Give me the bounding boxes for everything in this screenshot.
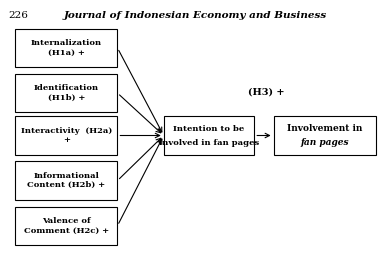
Text: 226: 226: [9, 11, 29, 20]
FancyBboxPatch shape: [15, 162, 117, 200]
FancyBboxPatch shape: [15, 29, 117, 67]
Text: Intention to be: Intention to be: [173, 125, 245, 133]
Text: Internalization
(H1a) +: Internalization (H1a) +: [31, 39, 102, 56]
Text: fan pages: fan pages: [300, 138, 349, 147]
Text: Interactivity  (H2a)
+: Interactivity (H2a) +: [21, 127, 112, 144]
FancyBboxPatch shape: [164, 116, 254, 155]
FancyBboxPatch shape: [15, 116, 117, 155]
Text: Involvement in: Involvement in: [287, 124, 362, 133]
Text: Identification
(H1b) +: Identification (H1b) +: [34, 85, 99, 102]
Text: Valence of
Comment (H2c) +: Valence of Comment (H2c) +: [24, 217, 109, 234]
FancyBboxPatch shape: [15, 207, 117, 245]
Text: Informational
Content (H2b) +: Informational Content (H2b) +: [27, 172, 106, 189]
FancyBboxPatch shape: [15, 74, 117, 112]
Text: Journal of Indonesian Economy and Business: Journal of Indonesian Economy and Busine…: [64, 11, 327, 20]
FancyBboxPatch shape: [274, 116, 376, 155]
Text: (H3) +: (H3) +: [248, 87, 284, 96]
Text: involved in fan pages: involved in fan pages: [159, 139, 259, 147]
